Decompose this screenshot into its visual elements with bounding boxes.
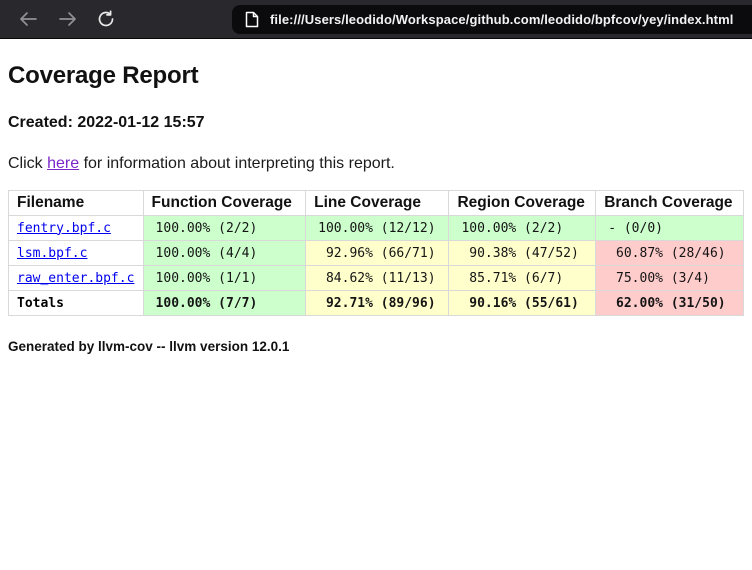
table-row: raw_enter.bpf.c 100.00% (1/1) 84.62% (11… <box>8 265 744 291</box>
info-suffix: for information about interpreting this … <box>79 155 395 172</box>
reload-icon <box>97 10 115 28</box>
back-button[interactable] <box>16 7 40 31</box>
region-coverage-cell: 90.38% (47/52) <box>448 240 597 266</box>
function-coverage-cell: 100.00% (2/2) <box>142 215 307 241</box>
line-coverage-cell: 84.62% (11/13) <box>305 265 450 291</box>
info-line: Click here for information about interpr… <box>8 155 744 173</box>
function-coverage-total-cell: 100.00% (7/7) <box>142 290 307 316</box>
table-header-row: Filename Function Coverage Line Coverage… <box>8 190 744 216</box>
info-prefix: Click <box>8 155 48 172</box>
line-coverage-cell: 100.00% (12/12) <box>305 215 450 241</box>
filename-cell: raw_enter.bpf.c <box>8 265 144 291</box>
browser-chrome: file:///Users/leodido/Workspace/github.c… <box>0 0 752 39</box>
function-coverage-cell: 100.00% (4/4) <box>142 240 307 266</box>
region-coverage-total-cell: 90.16% (55/61) <box>448 290 597 316</box>
file-link-lsm[interactable]: lsm.bpf.c <box>17 245 88 261</box>
line-coverage-cell: 92.96% (66/71) <box>305 240 450 266</box>
region-coverage-cell: 100.00% (2/2) <box>448 215 597 241</box>
function-coverage-cell: 100.00% (1/1) <box>142 265 307 291</box>
table-row: fentry.bpf.c 100.00% (2/2) 100.00% (12/1… <box>8 215 744 241</box>
filename-cell: lsm.bpf.c <box>8 240 144 266</box>
address-bar[interactable]: file:///Users/leodido/Workspace/github.c… <box>232 4 752 34</box>
coverage-table: Filename Function Coverage Line Coverage… <box>8 190 744 316</box>
totals-label-cell: Totals <box>8 290 144 316</box>
coverage-report-page: Coverage Report Created: 2022-01-12 15:5… <box>0 39 752 570</box>
generator-note: Generated by llvm-cov -- llvm version 12… <box>8 339 290 354</box>
file-link-raw-enter[interactable]: raw_enter.bpf.c <box>17 270 135 286</box>
forward-arrow-icon <box>58 11 77 27</box>
column-header-line-coverage: Line Coverage <box>305 190 450 216</box>
branch-coverage-cell: 75.00% (3/4) <box>595 265 744 291</box>
column-header-filename: Filename <box>8 190 144 216</box>
region-coverage-cell: 85.71% (6/7) <box>448 265 597 291</box>
line-coverage-total-cell: 92.71% (89/96) <box>305 290 450 316</box>
page-title: Coverage Report <box>8 62 199 89</box>
filename-cell: fentry.bpf.c <box>8 215 144 241</box>
forward-button[interactable] <box>55 7 79 31</box>
reload-button[interactable] <box>94 7 118 31</box>
branch-coverage-total-cell: 62.00% (31/50) <box>595 290 744 316</box>
column-header-function-coverage: Function Coverage <box>142 190 307 216</box>
branch-coverage-cell: - (0/0) <box>595 215 744 241</box>
back-arrow-icon <box>19 11 38 27</box>
branch-coverage-cell: 60.87% (28/46) <box>595 240 744 266</box>
created-timestamp: Created: 2022-01-12 15:57 <box>8 114 205 131</box>
column-header-region-coverage: Region Coverage <box>448 190 597 216</box>
file-link-fentry[interactable]: fentry.bpf.c <box>17 220 111 236</box>
column-header-branch-coverage: Branch Coverage <box>595 190 744 216</box>
url-text: file:///Users/leodido/Workspace/github.c… <box>270 11 734 27</box>
table-row: lsm.bpf.c 100.00% (4/4) 92.96% (66/71) 9… <box>8 240 744 266</box>
interpretation-link[interactable]: here <box>47 155 80 172</box>
totals-row: Totals 100.00% (7/7) 92.71% (89/96) 90.1… <box>8 290 744 316</box>
browser-nav-buttons <box>0 7 118 31</box>
document-icon <box>245 11 259 28</box>
